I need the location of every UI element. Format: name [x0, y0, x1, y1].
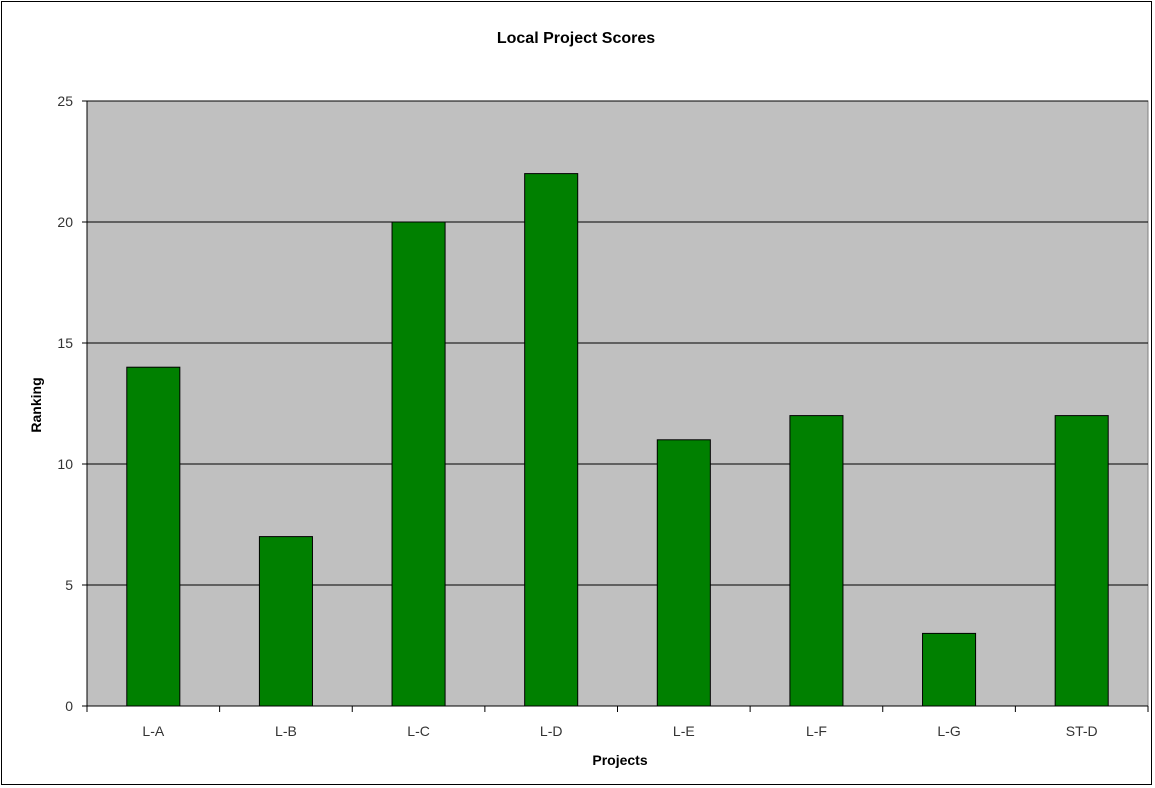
y-tick-label: 10 [57, 456, 73, 472]
bar-l-f [789, 415, 844, 707]
y-tick-label: 0 [65, 698, 73, 714]
x-tick-label: L-G [937, 723, 960, 739]
bars [126, 173, 1109, 707]
y-tick-label: 25 [57, 93, 73, 109]
x-tick-labels: L-A L-B L-C L-D L-E L-F L-G ST-D [142, 723, 1097, 739]
y-tick-label: 20 [57, 214, 73, 230]
axes [82, 100, 1149, 712]
plot-area [86, 100, 1149, 707]
bar-l-b [258, 536, 313, 707]
bar-l-a [126, 366, 181, 707]
y-tick-labels: 0 5 10 15 20 25 [57, 93, 73, 714]
x-tick-label: ST-D [1066, 723, 1098, 739]
bar-st-d [1054, 415, 1109, 707]
x-tick-label: L-F [806, 723, 827, 739]
x-tick-label: L-A [142, 723, 164, 739]
chart-title: Local Project Scores [497, 30, 655, 47]
x-axis-title: Projects [592, 752, 647, 768]
x-tick-label: L-B [275, 723, 297, 739]
x-tick-label: L-C [407, 723, 430, 739]
y-tick-label: 5 [65, 577, 73, 593]
x-tick-label: L-E [673, 723, 695, 739]
y-tick-label: 15 [57, 335, 73, 351]
x-tick-label: L-D [540, 723, 563, 739]
bar-l-c [391, 221, 446, 707]
bar-l-e [656, 439, 711, 707]
y-axis-title: Ranking [28, 377, 44, 432]
bar-l-d [524, 173, 579, 707]
bar-l-g [922, 632, 977, 707]
